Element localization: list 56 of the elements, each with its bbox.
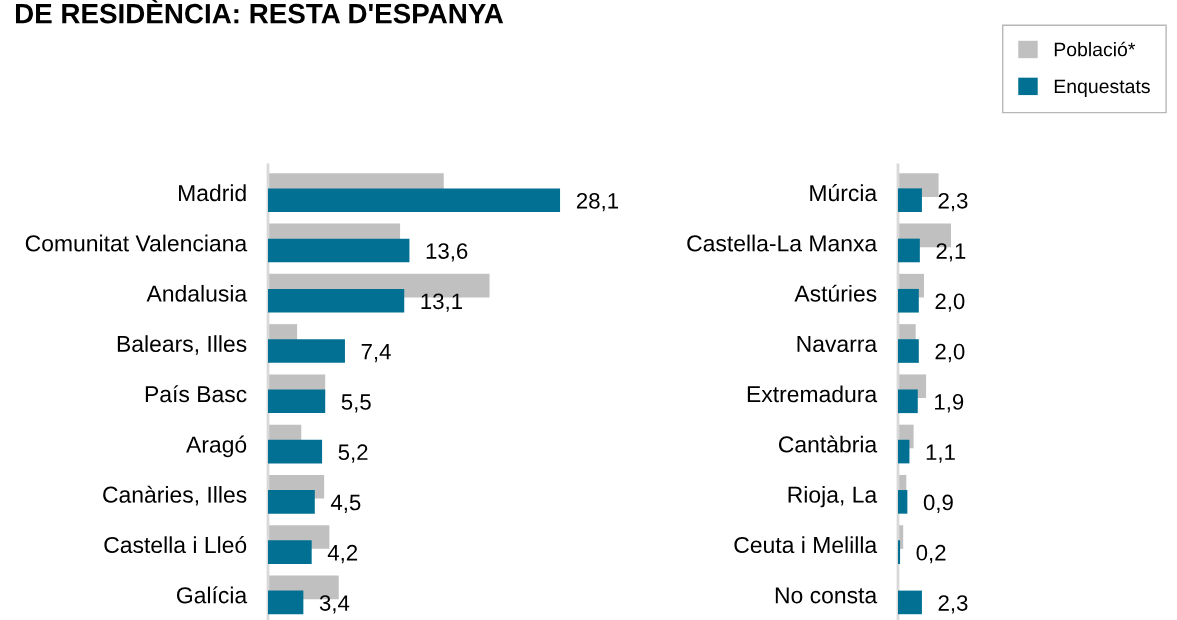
bar: [898, 188, 922, 213]
data-label: 1,1: [926, 444, 955, 463]
bar: [268, 238, 410, 263]
data-label: 3,4: [319, 595, 350, 614]
bar: [898, 288, 919, 313]
bar: [268, 439, 323, 464]
bar: [898, 540, 901, 564]
data-label: 4,5: [330, 494, 361, 513]
y-tick-label: Balears, Illes: [117, 335, 247, 355]
data-label: 2,3: [938, 192, 968, 212]
data-label: 2,0: [935, 293, 965, 312]
data-label: 0,2: [916, 544, 946, 564]
y-tick-label: Múrcia: [810, 184, 878, 202]
data-label: 2,1: [936, 243, 966, 262]
bar: [898, 590, 922, 615]
y-tick-label: Comunitat Valenciana: [25, 234, 248, 252]
data-label: 0,9: [923, 494, 953, 513]
bar: [268, 490, 315, 514]
bar: [898, 439, 910, 464]
legend-label: Població*: [1054, 41, 1136, 57]
y-tick-label: Andalusia: [146, 284, 248, 302]
data-label: 2,0: [935, 343, 965, 363]
bar: [898, 490, 908, 514]
bar: [268, 188, 561, 213]
bar: [898, 389, 918, 414]
bar: [268, 389, 326, 414]
bar: [268, 339, 345, 363]
data-label: 5,2: [338, 444, 368, 463]
data-label: 7,4: [361, 343, 391, 363]
y-tick-label: Extremadura: [747, 385, 878, 403]
y-tick-label: Aragó: [186, 435, 247, 458]
legend-label: Enquestats: [1054, 79, 1150, 98]
y-tick-label: Cantàbria: [778, 435, 878, 453]
bar: [268, 540, 312, 564]
bar: [898, 339, 919, 363]
data-label: 2,3: [938, 595, 968, 614]
y-tick-label: Castella i Lleó: [104, 536, 247, 554]
y-tick-label: Galícia: [177, 586, 248, 604]
y-tick-label: Canàries, Illes: [103, 485, 247, 506]
data-label: 13,6: [426, 243, 468, 262]
y-tick-label: País Basc: [145, 385, 247, 403]
data-label: 5,5: [341, 394, 371, 413]
bar: [268, 590, 304, 615]
y-tick-label: Castella-La Manxa: [687, 234, 878, 252]
y-tick-label: Ceuta i Melilla: [734, 536, 878, 554]
y-tick-label: Navarra: [797, 336, 878, 353]
y-tick-label: Madrid: [179, 184, 246, 202]
data-label: 4,2: [327, 544, 358, 564]
data-label: 13,1: [421, 293, 463, 312]
y-tick-label: No consta: [775, 587, 878, 604]
y-tick-label: Rioja, La: [788, 486, 878, 508]
data-label: 28,1: [576, 192, 619, 212]
y-tick-label: Astúries: [794, 284, 877, 302]
bar: [268, 288, 405, 313]
data-label: 1,9: [935, 394, 964, 413]
bar: [898, 238, 920, 263]
